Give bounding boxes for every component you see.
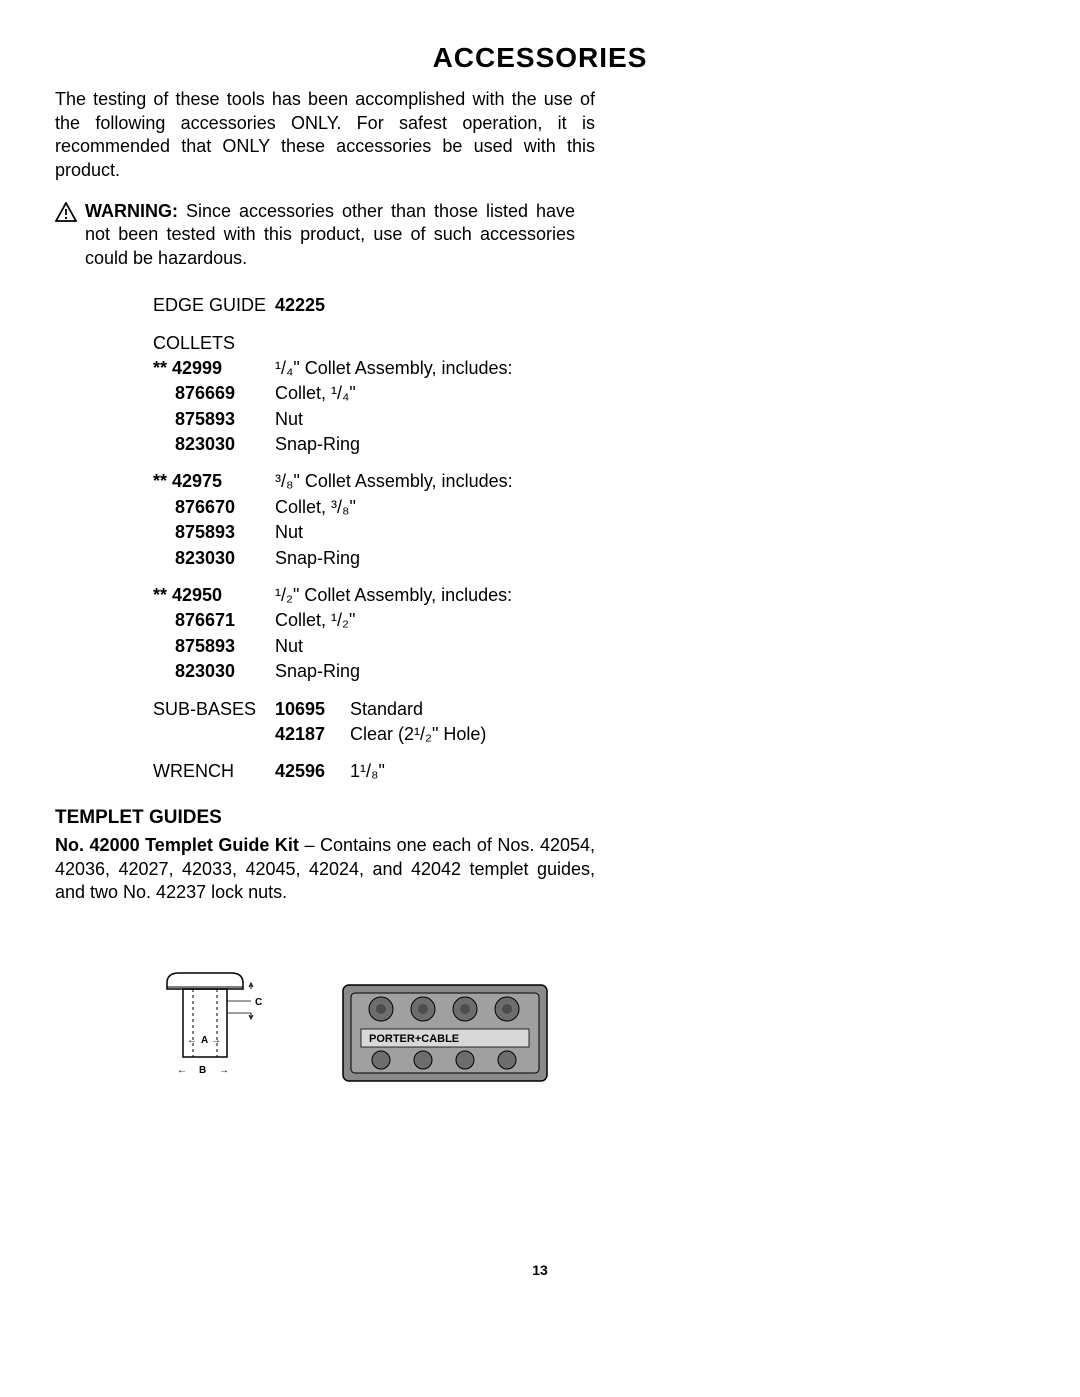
part-num: 823030 <box>175 433 250 456</box>
templet-guide-diagram: C ← A → ← B → <box>155 965 275 1111</box>
part-desc: Snap-Ring <box>275 660 1025 683</box>
part-num: 876669 <box>175 382 250 405</box>
part-row: 823030 Snap-Ring <box>153 433 1025 456</box>
edge-guide-row: EDGE GUIDE 42225 <box>153 294 1025 317</box>
collets-label-row: COLLETS <box>153 332 1025 355</box>
part-row: 875893 Nut <box>153 635 1025 658</box>
intro-text: The testing of these tools has been acco… <box>55 88 595 182</box>
collet-assembly-row: ** 42975 ³/₈" Collet Assembly, includes: <box>153 470 1025 493</box>
part-row: 875893 Nut <box>153 408 1025 431</box>
svg-text:B: B <box>199 1065 206 1076</box>
collet-assembly-row: ** 42999 ¹/₄" Collet Assembly, includes: <box>153 357 1025 380</box>
part-desc: Standard <box>350 698 1025 721</box>
part-desc: ¹/₂" Collet Assembly, includes: <box>275 584 1025 607</box>
subbases-label: SUB-BASES <box>153 698 275 721</box>
part-num: ** 42950 <box>153 584 275 607</box>
svg-text:←: ← <box>177 1065 187 1076</box>
subbase-row: SUB-BASES 10695 Standard <box>153 698 1025 721</box>
part-desc: ³/₈" Collet Assembly, includes: <box>275 470 1025 493</box>
subbase-row: 42187 Clear (2¹/₂" Hole) <box>153 723 1025 746</box>
part-num: 876671 <box>175 609 250 632</box>
edge-guide-num: 42225 <box>275 294 350 317</box>
part-desc: Nut <box>275 521 1025 544</box>
svg-text:PORTER+CABLE: PORTER+CABLE <box>369 1033 459 1045</box>
part-row: 823030 Snap-Ring <box>153 660 1025 683</box>
part-num: ** 42999 <box>153 357 275 380</box>
page-number: 13 <box>55 1261 1025 1279</box>
edge-guide-label: EDGE GUIDE <box>153 294 275 317</box>
part-desc: Collet, ³/₈" <box>275 496 1025 519</box>
collet-assembly-row: ** 42950 ¹/₂" Collet Assembly, includes: <box>153 584 1025 607</box>
page-title: ACCESSORIES <box>55 40 1025 76</box>
part-row: 876671 Collet, ¹/₂" <box>153 609 1025 632</box>
templet-text: No. 42000 Templet Guide Kit – Contains o… <box>55 834 595 904</box>
part-num: 10695 <box>275 698 350 721</box>
parts-list: EDGE GUIDE 42225 COLLETS ** 42999 ¹/₄" C… <box>153 294 1025 784</box>
part-row: 823030 Snap-Ring <box>153 547 1025 570</box>
wrench-row: WRENCH 42596 1¹/₈" <box>153 760 1025 783</box>
warning-text: WARNING: Since accessories other than th… <box>85 200 575 270</box>
part-num: 42596 <box>275 760 350 783</box>
wrench-label: WRENCH <box>153 760 275 783</box>
part-desc: Collet, ¹/₄" <box>275 382 1025 405</box>
part-desc: Nut <box>275 635 1025 658</box>
part-desc: Nut <box>275 408 1025 431</box>
templet-kit-box-diagram: PORTER+CABLE <box>335 975 555 1101</box>
svg-text:→: → <box>219 1065 229 1076</box>
part-desc: Snap-Ring <box>275 547 1025 570</box>
part-num: 875893 <box>175 408 250 431</box>
collets-label: COLLETS <box>153 332 275 355</box>
warning-label: WARNING: <box>85 201 178 221</box>
part-desc: Clear (2¹/₂" Hole) <box>350 723 1025 746</box>
part-row: 876670 Collet, ³/₈" <box>153 496 1025 519</box>
warning-block: WARNING: Since accessories other than th… <box>55 200 1025 270</box>
svg-text:A: A <box>201 1035 208 1046</box>
warning-icon <box>55 202 77 228</box>
figures-row: C ← A → ← B → <box>155 965 1025 1111</box>
blank <box>153 723 275 746</box>
part-num: 875893 <box>175 521 250 544</box>
part-row: 876669 Collet, ¹/₄" <box>153 382 1025 405</box>
part-num: 823030 <box>175 660 250 683</box>
part-desc: ¹/₄" Collet Assembly, includes: <box>275 357 1025 380</box>
templet-heading: TEMPLET GUIDES <box>55 806 1025 831</box>
svg-text:←: ← <box>187 1035 197 1046</box>
svg-text:C: C <box>255 997 262 1008</box>
templet-kit-label: No. 42000 Templet Guide Kit <box>55 835 299 855</box>
part-desc: Collet, ¹/₂" <box>275 609 1025 632</box>
part-desc: 1¹/₈" <box>350 760 1025 783</box>
part-row: 875893 Nut <box>153 521 1025 544</box>
part-num: 875893 <box>175 635 250 658</box>
part-desc: Snap-Ring <box>275 433 1025 456</box>
part-num: 42187 <box>275 723 350 746</box>
part-num: ** 42975 <box>153 470 275 493</box>
part-num: 823030 <box>175 547 250 570</box>
svg-text:→: → <box>211 1035 221 1046</box>
part-num: 876670 <box>175 496 250 519</box>
